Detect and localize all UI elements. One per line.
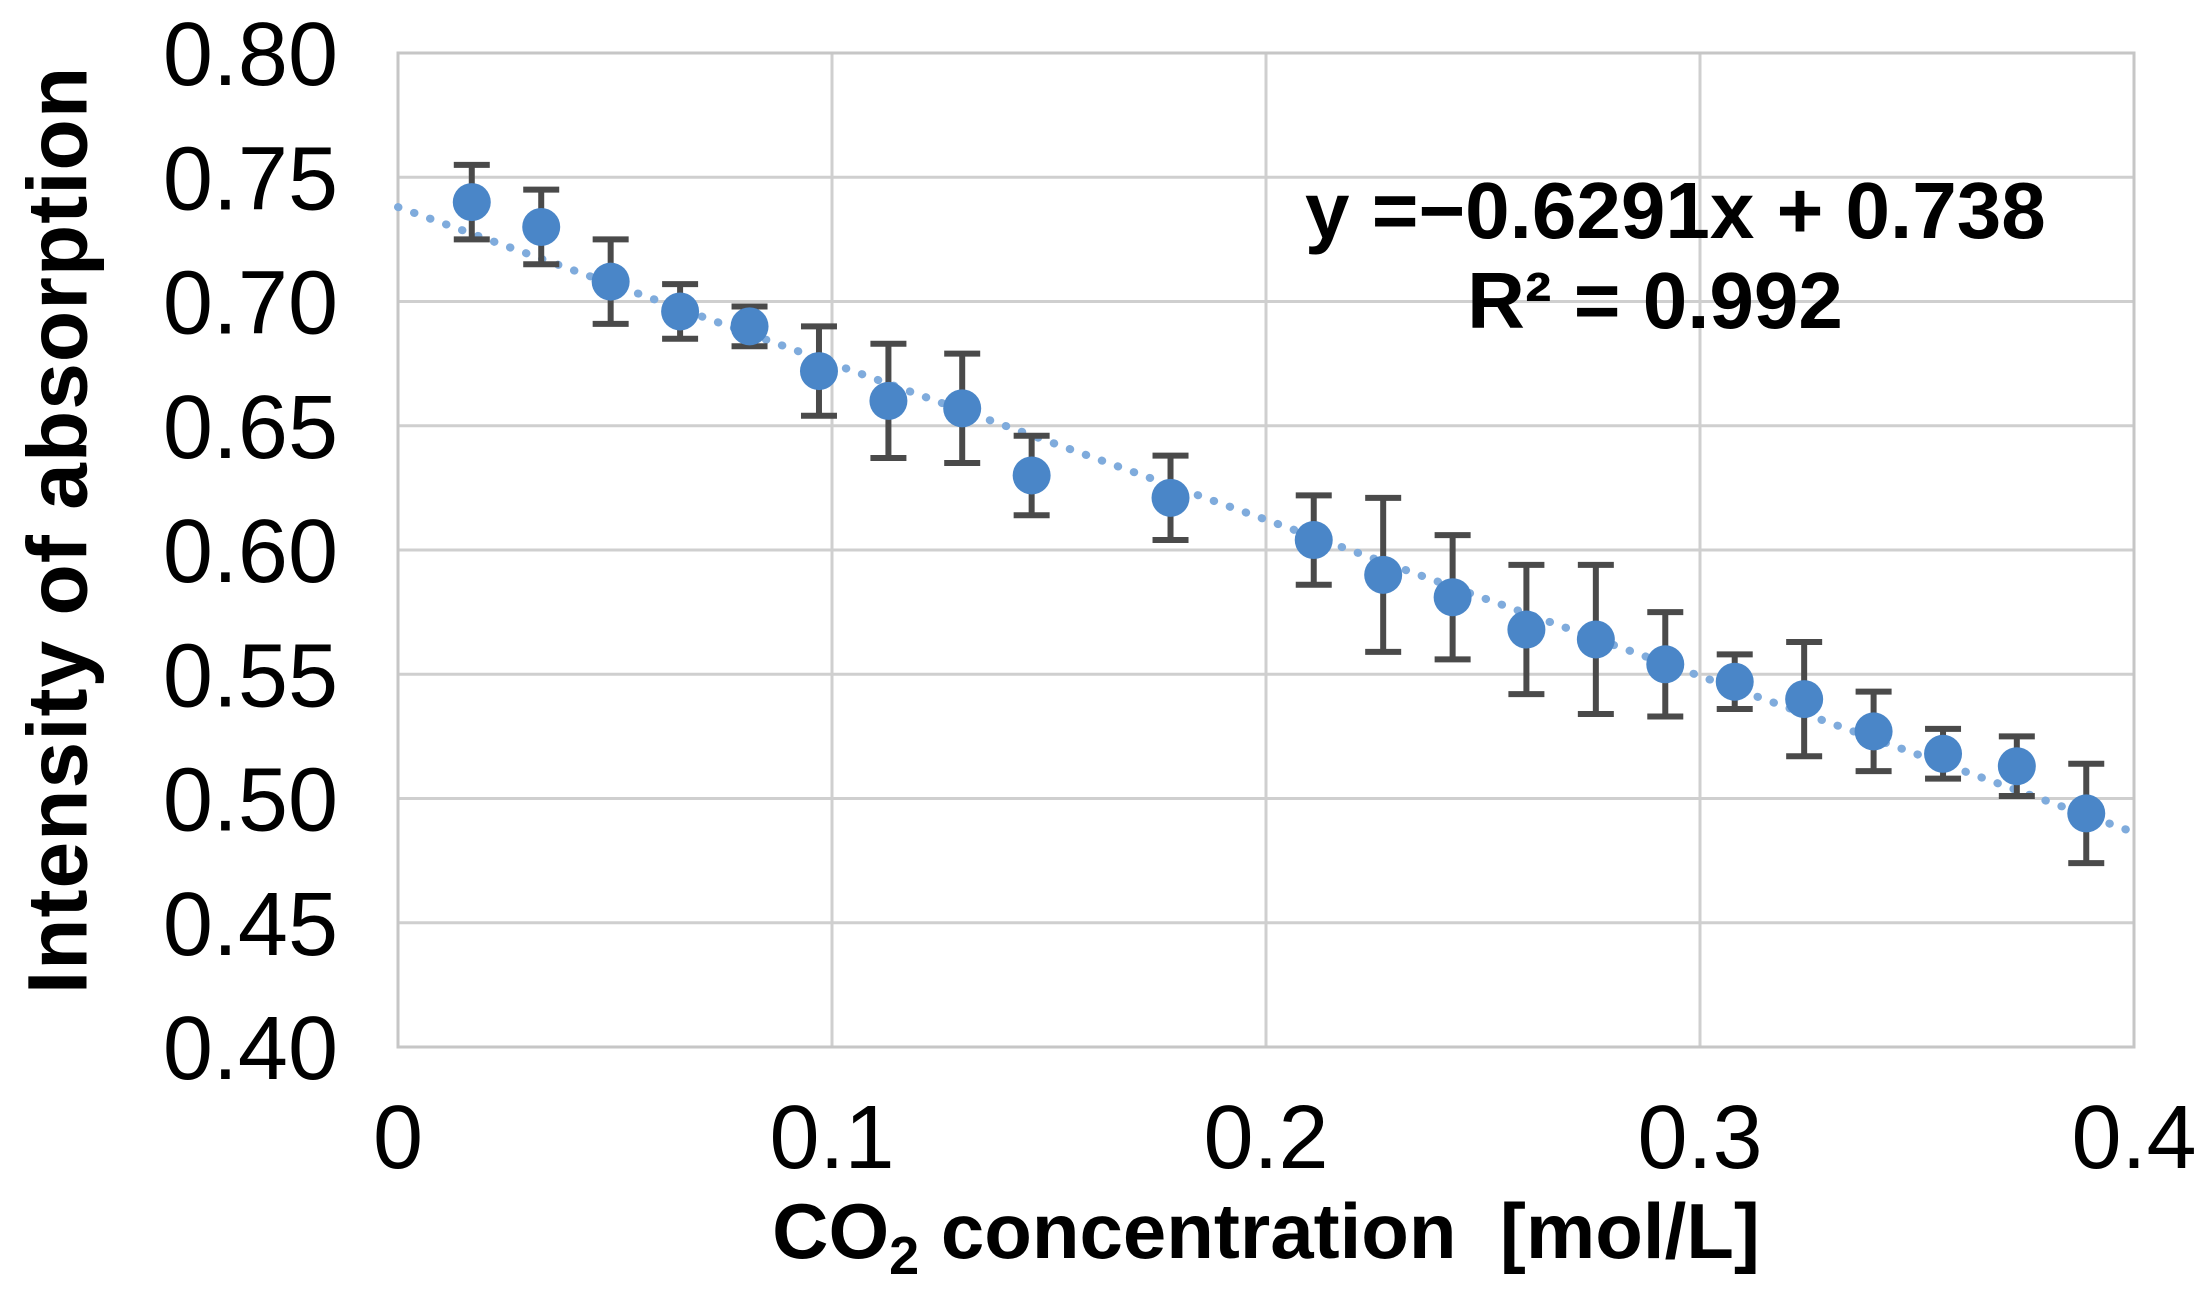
data-point bbox=[1854, 712, 1893, 751]
x-axis-title-subscript: 2 bbox=[889, 1226, 920, 1286]
x-tick-label: 0.1 bbox=[769, 1088, 894, 1188]
data-point bbox=[1507, 610, 1546, 649]
data-point bbox=[452, 183, 491, 222]
y-tick-label: 0.55 bbox=[163, 626, 338, 726]
data-point bbox=[1646, 645, 1685, 684]
data-point bbox=[591, 262, 630, 301]
data-point bbox=[799, 352, 838, 391]
data-point bbox=[1715, 662, 1754, 701]
y-tick-label: 0.70 bbox=[163, 254, 338, 354]
y-tick-label: 0.75 bbox=[163, 129, 338, 229]
data-point bbox=[661, 292, 700, 331]
x-axis-title-pre: CO bbox=[772, 1187, 890, 1275]
data-point bbox=[1433, 578, 1472, 617]
x-tick-label: 0.2 bbox=[1203, 1088, 1328, 1188]
y-tick-label: 0.65 bbox=[163, 378, 338, 478]
data-point bbox=[1294, 521, 1333, 560]
data-point bbox=[522, 207, 561, 246]
y-tick-label: 0.80 bbox=[163, 5, 338, 105]
data-point bbox=[1924, 734, 1963, 773]
plot-area-border bbox=[396, 51, 2136, 1049]
data-point bbox=[2067, 794, 2106, 833]
data-point bbox=[730, 307, 769, 346]
equation-line2: R² = 0.992 bbox=[1467, 256, 1843, 345]
data-point bbox=[1364, 555, 1403, 594]
data-point bbox=[1997, 747, 2036, 786]
data-point bbox=[1151, 478, 1190, 517]
y-tick-label: 0.45 bbox=[163, 875, 338, 975]
y-tick-label: 0.60 bbox=[163, 502, 338, 602]
x-tick-label: 0.4 bbox=[2071, 1088, 2196, 1188]
data-point bbox=[1785, 680, 1824, 719]
y-axis-title: Intensity of absorption bbox=[10, 65, 105, 995]
data-point bbox=[943, 389, 982, 428]
x-axis-title-post: concentration [mol/L] bbox=[919, 1187, 1760, 1275]
data-point bbox=[869, 381, 908, 420]
x-tick-label: 0 bbox=[373, 1088, 423, 1188]
data-point bbox=[1576, 620, 1615, 659]
x-tick-label: 0.3 bbox=[1637, 1088, 1762, 1188]
equation-line1: y =−0.6291x + 0.738 bbox=[1305, 166, 2046, 255]
y-tick-label: 0.50 bbox=[163, 751, 338, 851]
y-tick-label: 0.40 bbox=[163, 999, 338, 1099]
trendline-equation: y =−0.6291x + 0.738 R² = 0.992 bbox=[1305, 166, 2046, 346]
x-axis-title: CO2 concentration [mol/L] bbox=[398, 1186, 2134, 1287]
data-point bbox=[1012, 456, 1051, 495]
